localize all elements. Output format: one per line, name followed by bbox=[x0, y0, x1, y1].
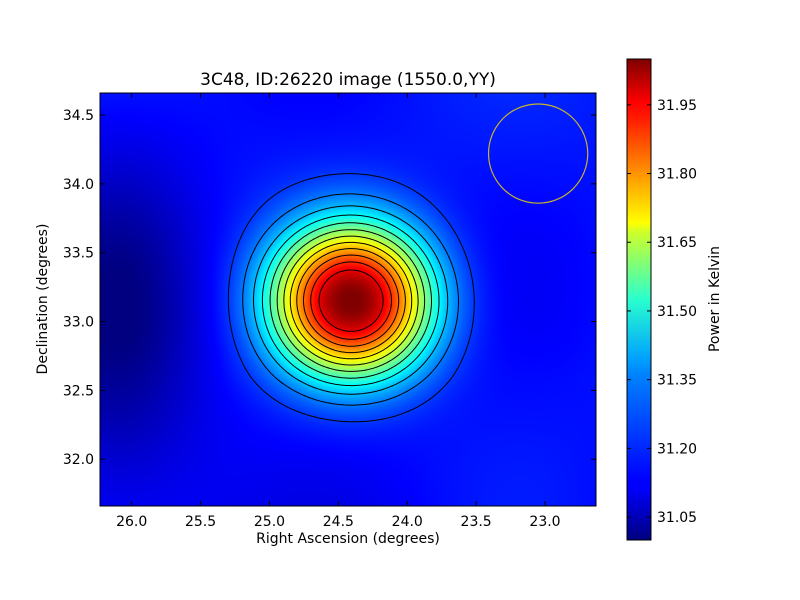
contour-line-4 bbox=[261, 214, 440, 387]
beam-circle bbox=[487, 103, 589, 204]
contour-line-1 bbox=[227, 173, 475, 423]
contour-line-2 bbox=[242, 193, 459, 406]
plot-frame bbox=[99, 92, 597, 507]
heatmap-image bbox=[100, 93, 596, 506]
plot-area bbox=[99, 92, 597, 507]
colorbar-ticks: 31.05 31.20 31.35 31.50 31.65 31.80 31.95 bbox=[627, 98, 697, 526]
contour-line-8 bbox=[289, 241, 413, 360]
x-tick-label: 24.0 bbox=[392, 514, 423, 530]
colorbar-tick-label: 31.20 bbox=[657, 441, 697, 457]
x-tick-label: 25.5 bbox=[185, 514, 216, 530]
chart-title: 3C48, ID:26220 image (1550.0,YY) bbox=[200, 70, 496, 90]
colorbar: 31.05 31.20 31.35 31.50 31.65 31.80 31.95 Powe… bbox=[626, 58, 723, 541]
colorbar-label: Power in Kelvin bbox=[707, 246, 723, 352]
x-tick-label: 25.0 bbox=[254, 514, 285, 530]
x-tick-label: 23.5 bbox=[461, 514, 492, 530]
colorbar-tick-label: 31.05 bbox=[657, 510, 697, 526]
y-tick-label: 34.5 bbox=[63, 108, 94, 124]
contour-line-5 bbox=[269, 222, 432, 379]
contour-line-3 bbox=[253, 205, 449, 395]
colorbar-tick-label: 31.65 bbox=[657, 235, 697, 251]
y-axis: 32.0 32.5 33.0 33.5 34.0 34.5 bbox=[63, 108, 596, 468]
contour-line-7 bbox=[283, 235, 419, 366]
x-axis-label: Right Ascension (degrees) bbox=[256, 531, 440, 547]
contour-line-6 bbox=[276, 229, 426, 372]
y-axis-label: Declination (degrees) bbox=[35, 224, 51, 375]
contour-line-11 bbox=[310, 261, 392, 340]
colorbar-frame bbox=[626, 58, 652, 541]
colorbar-tick-label: 31.35 bbox=[657, 373, 697, 389]
colorbar-tick-label: 31.80 bbox=[657, 167, 697, 183]
contour-lines bbox=[227, 173, 475, 423]
x-axis: 26.0 25.5 25.0 24.5 24.0 23.5 23.0 bbox=[116, 93, 561, 530]
y-tick-label: 33.0 bbox=[63, 315, 94, 331]
colorbar-tick-label: 31.95 bbox=[657, 98, 697, 114]
y-tick-label: 34.0 bbox=[63, 177, 94, 193]
x-tick-label: 24.5 bbox=[323, 514, 354, 530]
colorbar-tick-label: 31.50 bbox=[657, 304, 697, 320]
y-tick-label: 32.5 bbox=[63, 383, 94, 399]
x-tick-label: 23.0 bbox=[529, 514, 560, 530]
contour-line-9 bbox=[296, 248, 406, 354]
x-tick-label: 26.0 bbox=[116, 514, 147, 530]
y-tick-label: 32.0 bbox=[63, 452, 94, 468]
colorbar-gradient bbox=[627, 59, 651, 540]
contour-line-10 bbox=[303, 254, 400, 347]
y-tick-label: 33.5 bbox=[63, 246, 94, 262]
contour-line-12 bbox=[318, 269, 384, 332]
